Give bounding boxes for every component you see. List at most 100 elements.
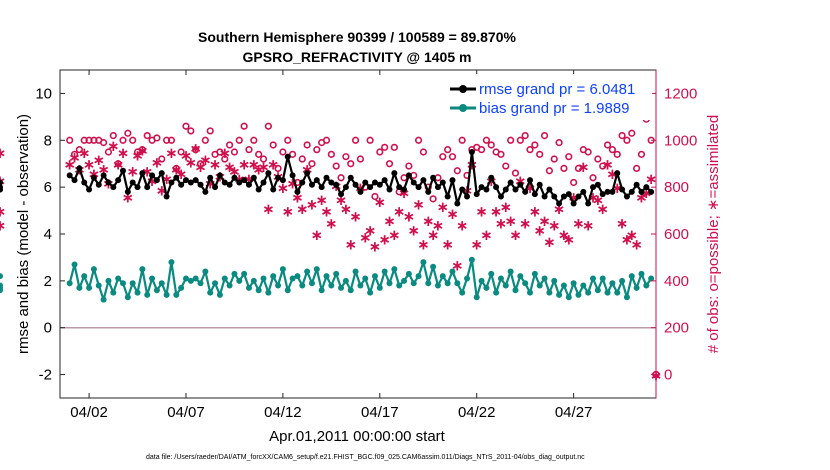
- bias-point: [386, 280, 393, 287]
- rmse-point: [478, 184, 485, 191]
- rmse-point: [347, 174, 354, 181]
- assimilated-obs-marker: ∗: [170, 160, 183, 178]
- assimilated-obs-marker: ∗: [296, 200, 309, 218]
- rmse-point: [81, 179, 88, 186]
- assimilated-obs-marker: ∗: [577, 158, 590, 176]
- bias-point: [76, 284, 83, 291]
- assimilated-obs-marker: ∗: [495, 214, 508, 232]
- assimilated-obs-marker: ∗: [122, 189, 135, 207]
- possible-obs-marker: [153, 134, 161, 142]
- assimilated-obs-marker: ∗: [640, 184, 653, 202]
- rmse-point: [415, 184, 422, 191]
- possible-obs-marker: [366, 136, 374, 144]
- assimilated-obs-marker: ∗: [630, 235, 643, 253]
- possible-obs-marker: [405, 162, 413, 170]
- possible-obs-marker: [167, 136, 176, 144]
- possible-obs-marker: [269, 141, 277, 149]
- assimilated-obs-marker: ∗: [325, 214, 338, 232]
- bias-point: [197, 280, 204, 287]
- assimilated-obs-marker: ∗: [601, 156, 614, 174]
- rmse-point: [110, 184, 117, 191]
- rmse-point: [522, 188, 529, 195]
- assimilated-obs-marker: ∗: [97, 160, 110, 178]
- rmse-point: [575, 193, 582, 200]
- assimilated-obs-marker: ∗: [475, 203, 488, 221]
- rmse-point: [570, 200, 577, 207]
- assimilated-obs-marker: ∗: [340, 200, 353, 218]
- possible-obs-marker: [327, 150, 335, 158]
- assimilated-obs-marker: ∗: [248, 156, 261, 174]
- bias-point: [90, 266, 97, 273]
- assimilated-obs-marker: ∗: [582, 217, 595, 235]
- chart-title: Southern Hemisphere 90399 / 100589 = 89.…: [198, 29, 516, 45]
- assimilated-obs-marker: ∗: [262, 200, 275, 218]
- rmse-point: [638, 188, 645, 195]
- rmse-point: [628, 188, 635, 195]
- assimilated-obs-marker: ∗: [364, 221, 377, 239]
- rmse-point: [168, 179, 175, 186]
- assimilated-obs-marker: ∗: [306, 196, 319, 214]
- bias-point: [182, 275, 189, 282]
- rmse-point: [614, 170, 621, 177]
- rmse-point: [546, 186, 553, 193]
- rmse-point: [556, 200, 563, 207]
- x-tick-label: 04/27: [555, 404, 593, 421]
- assimilated-obs-marker: ∗: [422, 212, 435, 230]
- possible-obs-marker: [192, 146, 200, 154]
- assimilated-obs-marker: ∗: [441, 235, 454, 253]
- rmse-point: [493, 184, 500, 191]
- rmse-point: [585, 200, 592, 207]
- rmse-point: [95, 181, 102, 188]
- possible-obs-marker: [201, 136, 209, 144]
- bias-point: [260, 275, 267, 282]
- rmse-point: [619, 186, 626, 193]
- bias-point: [221, 275, 228, 282]
- possible-obs-marker: [337, 174, 345, 182]
- bias-point: [187, 277, 194, 284]
- bias-point: [415, 273, 422, 280]
- x-axis-label: Apr.01,2011 00:00:00 start: [269, 428, 446, 445]
- y2-axis-label: # of obs: o=possible; ∗=assimilated: [705, 115, 722, 354]
- rmse-point: [212, 184, 219, 191]
- rmse-point: [105, 179, 112, 186]
- possible-obs-marker: [444, 146, 452, 154]
- bias-point: [648, 275, 655, 282]
- possible-obs-marker: [303, 141, 311, 149]
- bias-point: [144, 291, 151, 298]
- assimilated-obs-marker: ∗: [238, 156, 251, 174]
- assimilated-obs-marker: ∗: [185, 153, 198, 171]
- rmse-point: [464, 193, 471, 200]
- bias-point: [604, 289, 611, 296]
- assimilated-obs-marker: ∗: [267, 156, 280, 174]
- bias-point: [502, 282, 509, 289]
- rmse-point: [367, 184, 374, 191]
- possible-obs-marker: [589, 174, 597, 182]
- bias-point: [628, 273, 635, 280]
- assimilated-obs-marker: ∗: [277, 179, 290, 197]
- bias-point: [580, 282, 587, 289]
- rmse-point: [560, 193, 567, 200]
- possible-obs-marker: [497, 150, 505, 158]
- rmse-point: [449, 177, 456, 184]
- rmse-point: [599, 191, 606, 198]
- possible-obs-marker: [574, 164, 583, 172]
- legend: rmse grand pr = 6.0481 bias grand pr = 1…: [447, 74, 652, 120]
- assimilated-obs-marker: ∗: [403, 207, 416, 225]
- rmse-point: [149, 172, 156, 179]
- bias-point: [594, 287, 601, 294]
- bias-point: [212, 280, 219, 287]
- assimilated-obs-marker: ∗: [335, 191, 348, 209]
- rmse-point: [100, 172, 107, 179]
- bias-point: [202, 268, 209, 275]
- rmse-point: [512, 186, 519, 193]
- assimilated-obs-marker: ∗: [0, 217, 6, 235]
- assimilated-obs-marker: ∗: [320, 203, 333, 221]
- bias-point: [86, 284, 93, 291]
- assimilated-obs-marker: ∗: [383, 212, 396, 230]
- rmse-point: [420, 177, 427, 184]
- bias-point: [464, 275, 471, 282]
- assimilated-obs-marker: ∗: [78, 144, 91, 162]
- assimilated-obs-marker: ∗: [437, 198, 450, 216]
- assimilated-obs-marker: ∗: [509, 226, 522, 244]
- rmse-point: [0, 186, 3, 193]
